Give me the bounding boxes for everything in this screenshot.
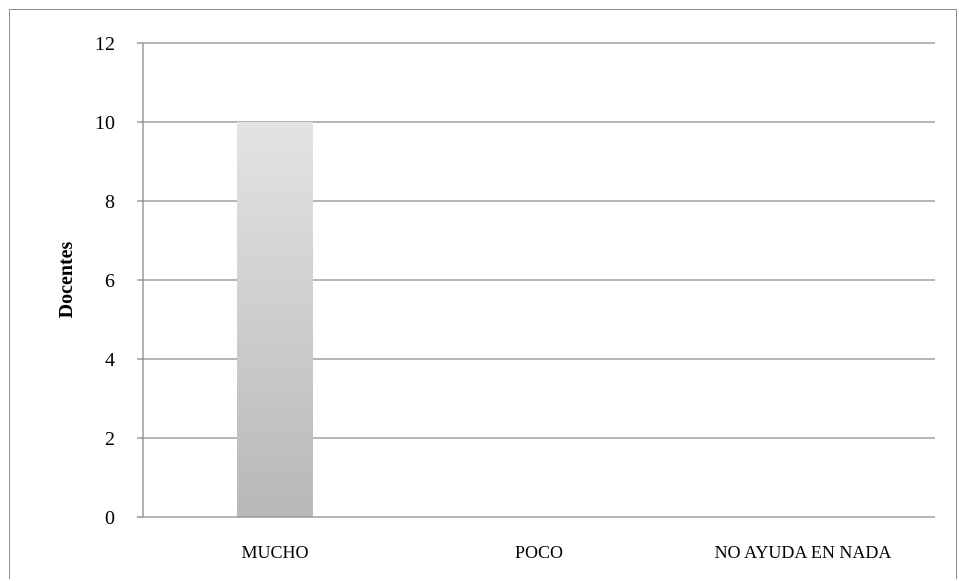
y-tick-label: 0 <box>105 507 115 529</box>
y-tick-label: 2 <box>105 428 115 450</box>
bar-mucho <box>237 122 313 517</box>
bars <box>237 122 313 517</box>
x-tick-label: POCO <box>515 542 563 562</box>
y-tick-label: 12 <box>95 33 115 55</box>
y-axis-title: Docentes <box>55 241 77 318</box>
x-tick-labels: MUCHO POCO NO AYUDA EN NADA <box>241 542 891 562</box>
y-tick-label: 4 <box>105 349 115 371</box>
y-tick-labels: 0 2 4 6 8 10 12 <box>95 33 115 529</box>
chart-frame <box>9 9 957 579</box>
x-tick-label: NO AYUDA EN NADA <box>715 542 892 562</box>
y-tick-label: 10 <box>95 112 115 134</box>
axes <box>137 43 935 518</box>
x-tick-label: MUCHO <box>241 542 308 562</box>
y-tick-label: 6 <box>105 270 115 292</box>
y-tick-label: 8 <box>105 191 115 213</box>
